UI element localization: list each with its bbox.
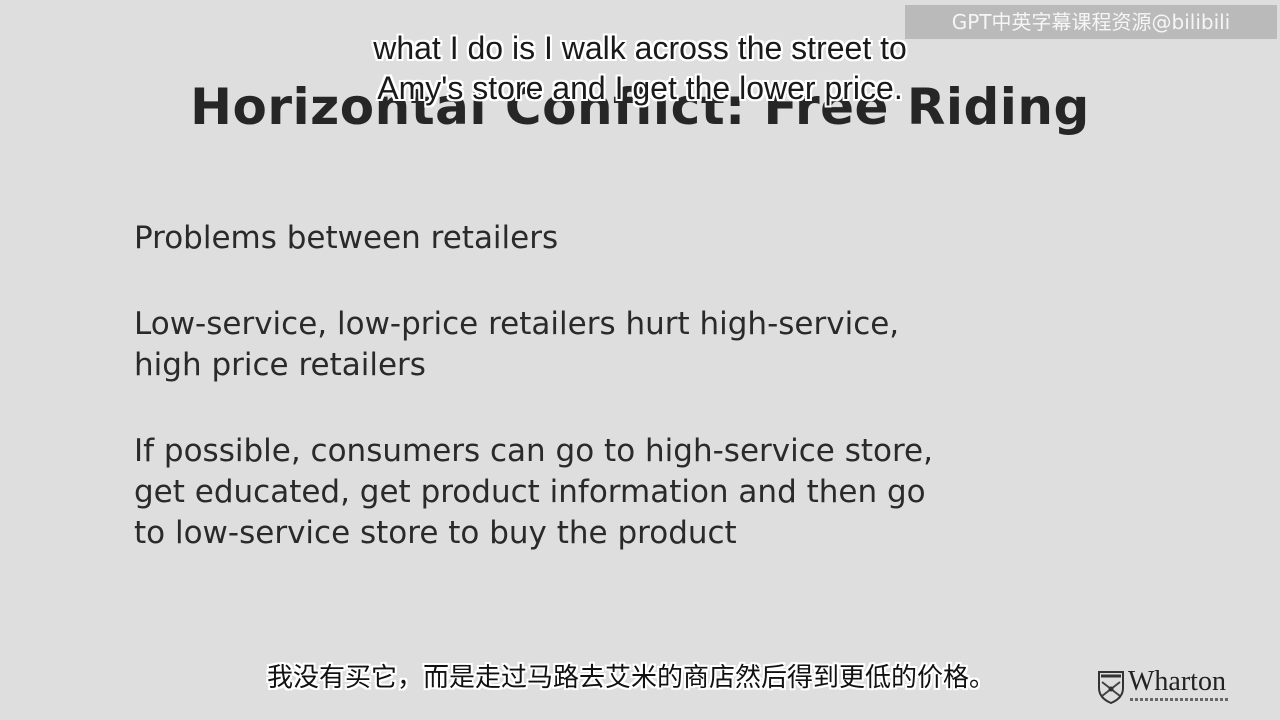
chinese-subtitle: 我没有买它，而是走过马路去艾米的商店然后得到更低的价格。 (266, 663, 995, 693)
slide-bullet-list: Problems between retailers Low-service, … (134, 218, 1134, 599)
bullet-line: If possible, consumers can go to high-se… (134, 433, 933, 469)
slide-title: Horizontal Conflict: Free Riding (190, 78, 1090, 136)
english-subtitle-line-1: what I do is I walk across the street to (373, 30, 907, 66)
bullet-item: If possible, consumers can go to high-se… (134, 431, 1134, 554)
bullet-item: Problems between retailers (134, 218, 1134, 259)
english-subtitle-line-2: Amy's store and I get the lower price. (377, 70, 903, 106)
wharton-logo: Wharton (1097, 666, 1247, 708)
wharton-shield-icon (1098, 671, 1124, 704)
bullet-line: get educated, get product information an… (134, 474, 926, 510)
watermark: GPT中英字幕课程资源@bilibili (905, 5, 1277, 39)
bullet-item: Low-service, low-price retailers hurt hi… (134, 304, 1134, 386)
bullet-line: Low-service, low-price retailers hurt hi… (134, 306, 900, 342)
bullet-line: high price retailers (134, 347, 426, 383)
english-subtitle: what I do is I walk across the street to… (0, 28, 1280, 108)
logo-tagline-rule (1130, 698, 1230, 701)
bullet-line: Problems between retailers (134, 220, 559, 256)
logo-text: Wharton (1128, 666, 1226, 697)
bullet-line: to low-service store to buy the product (134, 515, 737, 551)
